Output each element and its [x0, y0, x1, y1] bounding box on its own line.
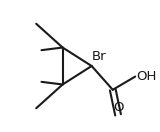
- Text: O: O: [113, 101, 123, 114]
- Text: OH: OH: [136, 70, 157, 83]
- Text: Br: Br: [92, 50, 106, 63]
